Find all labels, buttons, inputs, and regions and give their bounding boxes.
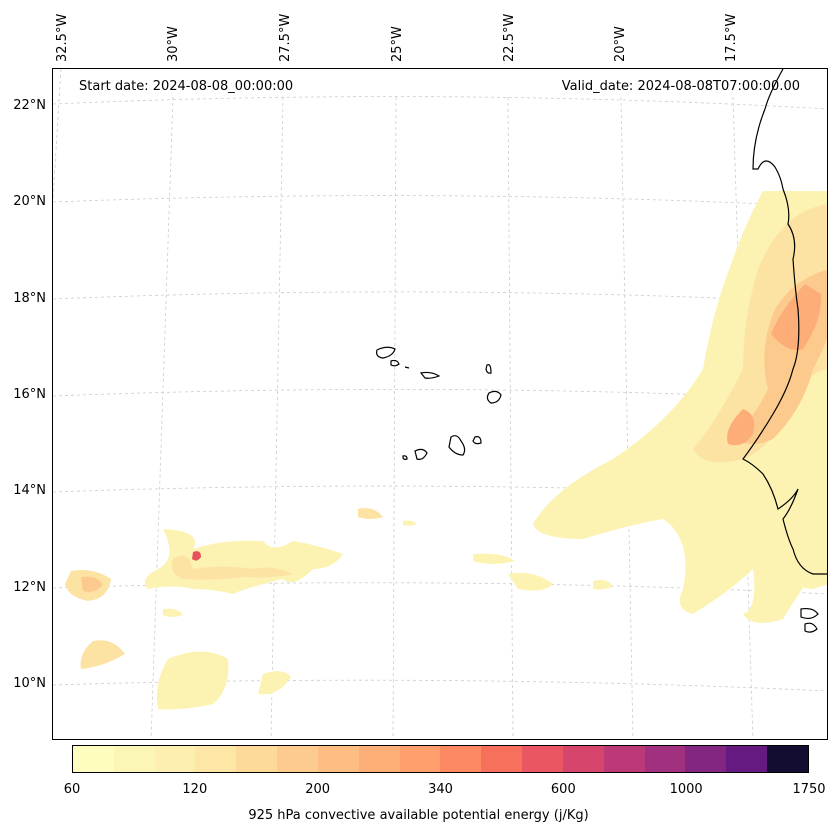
- lat-label: 16°N: [13, 387, 46, 402]
- colorbar-segment: [481, 746, 523, 772]
- lon-label: 17.5°W: [724, 13, 739, 62]
- map-panel: Start date: 2024-08-08_00:00:00 Valid_da…: [52, 68, 828, 740]
- cape-region-west-band-inner: [171, 555, 293, 580]
- coastline-south-islands: [800, 607, 819, 633]
- cape-region-east-core2: [727, 409, 755, 446]
- lat-label: 18°N: [13, 291, 46, 306]
- cape-region-south: [156, 651, 229, 710]
- island-santa-luzia: [404, 366, 410, 369]
- cape-region-far-west-inner: [81, 576, 103, 593]
- lat-label: 20°N: [13, 194, 46, 209]
- lat-label: 12°N: [13, 580, 46, 595]
- cape-region-southwest: [80, 640, 125, 669]
- cape-region-south-small: [258, 671, 291, 695]
- colorbar-segment: [399, 746, 441, 772]
- colorbar-segment: [113, 746, 155, 772]
- gridline-lat-14: [53, 485, 827, 498]
- colorbar-segment: [644, 746, 686, 772]
- island-santiago: [448, 435, 466, 456]
- gridline-lon-275: [270, 96, 284, 739]
- cape-region-east-core: [771, 284, 822, 350]
- colorbar-segment: [767, 746, 808, 772]
- gridline-lon-325: [53, 69, 62, 200]
- gridline-lon-20: [620, 96, 634, 739]
- gridline-lat-22: [53, 96, 827, 110]
- island-sao-nicolau: [419, 371, 441, 379]
- colorbar-segment: [73, 746, 114, 772]
- colorbar-segment: [726, 746, 768, 772]
- colorbar-tick-label: 1750: [792, 782, 826, 797]
- cape-region-small-3: [163, 608, 183, 617]
- gridline-lon-175: [732, 96, 754, 739]
- colorbar-segment: [440, 746, 482, 772]
- island-fogo: [414, 448, 428, 460]
- colorbar-tick-label: 340: [428, 782, 453, 797]
- cape-region-mid-strip: [473, 553, 515, 564]
- colorbar-segment: [562, 746, 604, 772]
- colorbar-segment: [358, 746, 400, 772]
- colorbar-segment: [603, 746, 645, 772]
- colorbar-segment: [317, 746, 359, 772]
- gridline-lon-25: [392, 96, 397, 739]
- valid-date-label: Valid_date: 2024-08-08T07:00:00.00: [561, 79, 800, 94]
- gridline-lat-20: [53, 195, 827, 208]
- colorbar-segment: [522, 746, 563, 772]
- start-date-label: Start date: 2024-08-08_00:00:00: [79, 79, 294, 94]
- cape-verde-islands: [376, 346, 502, 460]
- cape-region-small-1: [358, 508, 383, 519]
- lat-label: 14°N: [13, 483, 46, 498]
- lon-label: 20°W: [613, 26, 628, 62]
- lon-label: 25°W: [390, 26, 405, 62]
- colorbar-segment: [236, 746, 278, 772]
- island-maio: [472, 436, 482, 445]
- cape-region-coast-south: [773, 509, 827, 589]
- colorbar-tick-label: 1000: [669, 782, 703, 797]
- island-sao-vicente: [390, 359, 400, 367]
- cape-region-mid-blob: [508, 572, 553, 591]
- colorbar-segment: [685, 746, 727, 772]
- cape-field: [65, 191, 827, 710]
- gridline-lat-16: [53, 388, 827, 401]
- colorbar-tick-label: 120: [182, 782, 208, 797]
- gridline-lon-225: [507, 96, 514, 739]
- colorbar-segment: [195, 746, 237, 772]
- map-canvas: [53, 69, 827, 739]
- colorbar-tick-label: 60: [63, 782, 81, 797]
- gridline-lon-30: [150, 96, 174, 739]
- cape-region-small-4: [593, 579, 613, 590]
- colorbar-tick-label: 200: [305, 782, 331, 797]
- island-sal: [485, 364, 492, 374]
- lon-label: 22.5°W: [502, 13, 517, 62]
- coastlines: [742, 69, 827, 633]
- gridline-lat-18: [53, 291, 827, 304]
- lon-label: 30°W: [166, 26, 181, 62]
- coastline-africa: [742, 69, 827, 575]
- colorbar-segment: [277, 746, 318, 772]
- lon-label: 32.5°W: [55, 13, 70, 62]
- island-brava: [402, 455, 408, 460]
- colorbar-segment: [154, 746, 196, 772]
- lat-label: 22°N: [13, 98, 46, 113]
- colorbar-title: 925 hPa convective available potential e…: [248, 808, 589, 823]
- cape-region-small-2: [403, 520, 417, 526]
- cape-hotspot: [192, 551, 201, 561]
- island-boa-vista: [486, 390, 502, 404]
- lat-label: 10°N: [13, 676, 46, 691]
- lon-label: 27.5°W: [278, 13, 293, 62]
- colorbar-tick-label: 600: [550, 782, 576, 797]
- colorbar: [72, 745, 809, 773]
- island-santo-antao: [376, 346, 396, 359]
